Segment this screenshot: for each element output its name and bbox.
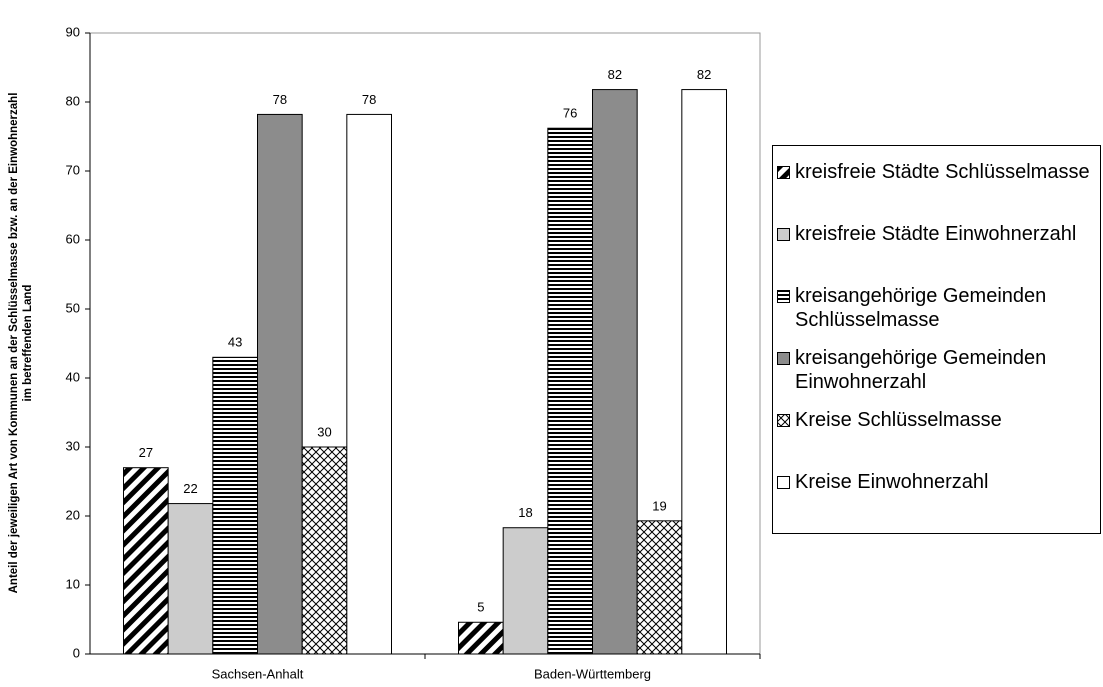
x-tick-label: Baden-Württemberg bbox=[534, 666, 651, 681]
legend-entry: Kreise Schlüsselmasse bbox=[777, 408, 1095, 432]
legend-label: Kreise Einwohnerzahl bbox=[795, 471, 989, 493]
y-tick-label: 30 bbox=[66, 438, 80, 453]
legend-label: Kreise Schlüsselmasse bbox=[795, 409, 1002, 431]
legend-swatch-fill bbox=[777, 476, 790, 489]
legend-swatch-fill bbox=[777, 166, 790, 179]
legend-entry: kreisfreie Städte Schlüsselmasse bbox=[777, 160, 1095, 184]
value-label: 5 bbox=[477, 600, 484, 615]
legend-swatch bbox=[777, 228, 790, 241]
y-tick-label: 10 bbox=[66, 576, 80, 591]
value-label: 43 bbox=[228, 335, 242, 350]
y-tick-label: 70 bbox=[66, 162, 80, 177]
value-label: 82 bbox=[608, 67, 622, 82]
bar bbox=[167, 503, 214, 655]
bar bbox=[123, 467, 169, 655]
bar bbox=[636, 520, 683, 655]
value-label: 27 bbox=[139, 445, 153, 460]
y-axis-title: im betreffenden Land bbox=[22, 285, 34, 402]
value-label: 19 bbox=[652, 498, 666, 513]
x-tick-label: Sachsen-Anhalt bbox=[212, 666, 304, 681]
y-tick-label: 40 bbox=[66, 369, 80, 384]
bar bbox=[502, 527, 549, 655]
legend-entry: kreisangehörige Gemeinden Schlüsselmasse bbox=[777, 284, 1095, 332]
y-tick-label: 50 bbox=[66, 300, 80, 315]
legend-swatch bbox=[777, 414, 790, 427]
bar bbox=[212, 356, 258, 655]
bar bbox=[346, 113, 393, 655]
value-label: 82 bbox=[697, 67, 711, 82]
value-label: 22 bbox=[183, 481, 197, 496]
y-tick-label: 0 bbox=[73, 645, 80, 660]
legend-entry: Kreise Einwohnerzahl bbox=[777, 470, 1095, 494]
legend-label: kreisangehörige Gemeinden Schlüsselmasse bbox=[795, 285, 1047, 331]
value-label: 18 bbox=[518, 505, 532, 520]
y-axis-title: Anteil der jeweiligen Art von Kommunen a… bbox=[8, 93, 20, 594]
value-label: 78 bbox=[273, 92, 287, 107]
legend-entry: kreisangehörige Gemeinden Einwohnerzahl bbox=[777, 346, 1095, 394]
legend-label: kreisfreie Städte Einwohnerzahl bbox=[795, 223, 1077, 245]
legend-swatch-fill bbox=[777, 414, 790, 427]
legend-swatch-fill bbox=[777, 290, 790, 303]
legend-label: kreisfreie Städte Schlüsselmasse bbox=[795, 161, 1090, 183]
bar bbox=[301, 446, 348, 655]
value-label: 78 bbox=[362, 92, 376, 107]
value-label: 30 bbox=[317, 424, 331, 439]
legend-swatch bbox=[777, 476, 790, 489]
bar bbox=[547, 127, 593, 655]
y-tick-label: 20 bbox=[66, 507, 80, 522]
legend-swatch-fill bbox=[777, 352, 790, 365]
bar bbox=[257, 113, 303, 655]
y-tick-label: 80 bbox=[66, 93, 80, 108]
legend-swatch-fill bbox=[777, 228, 790, 241]
value-label: 76 bbox=[563, 106, 577, 121]
legend-label: kreisangehörige Gemeinden Einwohnerzahl bbox=[795, 347, 1047, 393]
bar bbox=[681, 89, 727, 655]
legend-entry: kreisfreie Städte Einwohnerzahl bbox=[777, 222, 1095, 246]
bar bbox=[458, 621, 504, 655]
y-tick-label: 90 bbox=[66, 24, 80, 39]
bar bbox=[592, 89, 638, 655]
legend-swatch bbox=[777, 352, 790, 365]
legend-swatch bbox=[777, 166, 790, 179]
legend: kreisfreie Städte Schlüsselmasse kreisfre… bbox=[772, 145, 1101, 534]
legend-swatch bbox=[777, 290, 790, 303]
y-tick-label: 60 bbox=[66, 231, 80, 246]
